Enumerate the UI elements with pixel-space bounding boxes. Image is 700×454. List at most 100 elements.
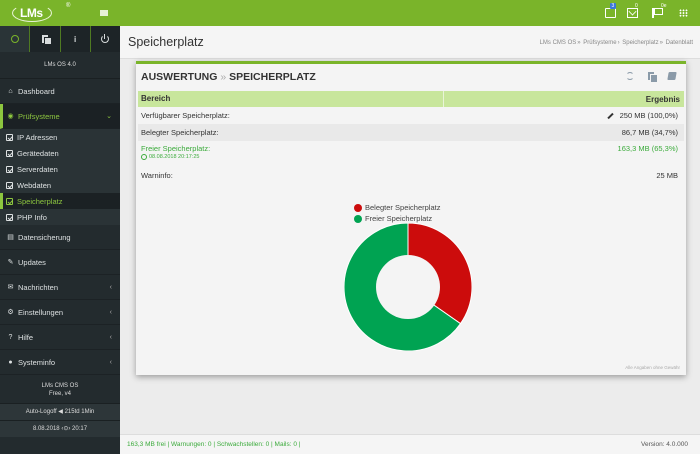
sidebar-subitem-ip-adressen[interactable]: IP Adressen	[0, 129, 120, 145]
row-label: Belegter Speicherplatz:	[141, 128, 219, 137]
table-row: Freier Speicherplatz: 08.08.2018 20:17:2…	[138, 141, 684, 167]
power-button[interactable]	[89, 26, 120, 52]
column-header-ergebnis: Ergebnis	[645, 94, 680, 104]
status-ring-icon	[10, 35, 19, 43]
book-icon[interactable]	[667, 72, 677, 80]
checkbox-icon	[6, 213, 13, 221]
sidebar-item-pruefsysteme[interactable]: ◉ Prüfsysteme ⌄	[0, 104, 120, 129]
flag-icon[interactable]	[652, 8, 663, 18]
panel-title-separator: »	[220, 71, 227, 83]
menu-toggle-icon[interactable]	[100, 10, 108, 16]
sidebar-footer: LMs CMS OS Free, v4 Auto-Logoff ◀ 215td …	[0, 375, 120, 437]
legend-label: Belegter Speicherplatz	[365, 203, 441, 212]
sidebar-item-label: Updates	[18, 257, 46, 267]
sidebar-toolbar: i	[0, 26, 120, 52]
logo-swoosh	[12, 4, 52, 22]
wrench-icon: ✎	[7, 259, 14, 266]
donut-hole	[376, 255, 440, 319]
chevron-left-icon: ‹	[109, 283, 112, 291]
page-header: Speicherplatz LMs CMS OS» Prüfsysteme› S…	[120, 26, 700, 59]
breadcrumb-item: Datenblatt	[665, 40, 693, 46]
row-label: Freier Speicherplatz:	[141, 144, 211, 153]
chart-legend: Belegter Speicherplatz Freier Speicherpl…	[354, 202, 440, 224]
eye-icon: ◉	[7, 113, 14, 120]
panel-tools	[626, 72, 677, 83]
copy-icon[interactable]	[648, 72, 658, 83]
sidebar-item-einstellungen[interactable]: ⚙ Einstellungen ‹	[0, 300, 120, 325]
date-time: 8.08.2018 ‹⊙› 20:17	[0, 420, 120, 437]
breadcrumb-item[interactable]: Prüfsysteme	[583, 40, 617, 46]
sidebar-item-systeminfo[interactable]: ● Systeminfo ‹	[0, 350, 120, 375]
sidebar-subitem-speicherplatz[interactable]: Speicherplatz	[0, 193, 120, 209]
sidebar-subitem-label: Speicherplatz	[17, 196, 63, 206]
chevron-left-icon: ‹	[109, 308, 112, 316]
sidebar-item-hilfe[interactable]: ? Hilfe ‹	[0, 325, 120, 350]
available-value: 250 MB (100,0%)	[619, 111, 678, 120]
checkbox-icon	[6, 197, 13, 205]
sidebar-subitem-serverdaten[interactable]: Serverdaten	[0, 161, 120, 177]
auto-logoff: Auto-Logoff ◀ 215td 1Min	[0, 403, 120, 420]
sidebar-subitem-label: Gerätedaten	[17, 148, 59, 158]
storage-donut-chart[interactable]	[344, 223, 472, 351]
envelope-icon: ✉	[7, 284, 14, 291]
checkbox-icon	[6, 133, 13, 141]
pie-slice-icon	[354, 214, 362, 223]
donut-slice[interactable]	[407, 223, 472, 325]
power-icon	[101, 34, 110, 43]
table-row: Belegter Speicherplatz: 86,7 MB (34,7%)	[138, 124, 684, 141]
apps-grid-icon[interactable]	[679, 9, 688, 17]
sidebar-item-datensicherung[interactable]: ▤ Datensicherung	[0, 225, 120, 250]
breadcrumb: LMs CMS OS» Prüfsysteme› Speicherplatz» …	[539, 40, 693, 46]
checkbox-icon	[6, 165, 13, 173]
breadcrumb-item[interactable]: LMs CMS OS	[539, 40, 577, 46]
home-icon: ⌂	[8, 87, 13, 95]
row-value: 163,3 MB (65,3%)	[617, 144, 678, 153]
mail-badge: 0	[635, 3, 638, 9]
info-icon: i	[74, 34, 77, 44]
system-version-info: LMs CMS OS Free, v4	[0, 375, 120, 403]
documents-icon	[41, 35, 52, 45]
sidebar-item-label: Nachrichten	[18, 282, 59, 292]
row-value: 25 MB	[656, 171, 678, 180]
sidebar: i LMs OS 4.0 ⌂ Dashboard ◉ Prüfsysteme ⌄…	[0, 26, 120, 454]
row-label: Warninfo:	[141, 171, 173, 180]
os-label: LMs OS 4.0	[0, 52, 120, 79]
legend-item-belegt[interactable]: Belegter Speicherplatz	[354, 202, 440, 213]
breadcrumb-item[interactable]: Speicherplatz	[622, 40, 659, 46]
documents-button[interactable]	[29, 26, 59, 52]
sidebar-item-nachrichten[interactable]: ✉ Nachrichten ‹	[0, 275, 120, 300]
row-label-group: Freier Speicherplatz: 08.08.2018 20:17:2…	[138, 144, 444, 160]
row-value: 86,7 MB (34,7%)	[621, 128, 678, 137]
timestamp: 08.08.2018 20:17:25	[141, 154, 444, 160]
system-name: LMs CMS OS	[41, 383, 79, 389]
sidebar-subitem-label: Serverdaten	[17, 164, 58, 174]
sidebar-item-updates[interactable]: ✎ Updates	[0, 250, 120, 275]
logo[interactable]: LMs ®	[10, 2, 70, 24]
pencil-icon[interactable]	[606, 112, 614, 120]
panel-title-part1: AUSWERTUNG	[141, 71, 218, 83]
notes-icon[interactable]	[605, 8, 616, 18]
disclaimer: Alle Angaben ohne Gewähr	[625, 365, 680, 370]
sidebar-item-label: Dashboard	[18, 86, 55, 96]
chevron-left-icon: ‹	[109, 333, 112, 341]
legend-item-frei[interactable]: Freier Speicherplatz	[354, 213, 440, 224]
refresh-icon[interactable]	[626, 72, 634, 80]
info-button[interactable]: i	[59, 26, 90, 52]
chevron-down-icon: ⌄	[106, 113, 112, 120]
sidebar-subitem-webdaten[interactable]: Webdaten	[0, 177, 120, 193]
clock-icon: ‹⊙›	[61, 426, 73, 432]
sidebar-item-label: Einstellungen	[18, 307, 64, 317]
mail-icon[interactable]	[627, 8, 638, 18]
top-bar: LMs ® 3 0 0e	[0, 0, 700, 26]
checkbox-icon	[6, 149, 13, 157]
panel-title-part2: SPEICHERPLATZ	[229, 71, 316, 83]
sidebar-subitem-geraetedaten[interactable]: Gerätedaten	[0, 145, 120, 161]
status-button[interactable]	[0, 26, 30, 52]
chevron-left-icon: ‹	[109, 358, 112, 366]
sidebar-subitem-php-info[interactable]: PHP Info	[0, 209, 120, 225]
sidebar-item-dashboard[interactable]: ⌂ Dashboard	[0, 79, 120, 104]
system-edition: Free, v4	[48, 391, 71, 397]
sidebar-item-label: Prüfsysteme	[18, 111, 60, 121]
page-title: Speicherplatz	[128, 35, 204, 49]
flag-badge: 0e	[661, 3, 667, 9]
